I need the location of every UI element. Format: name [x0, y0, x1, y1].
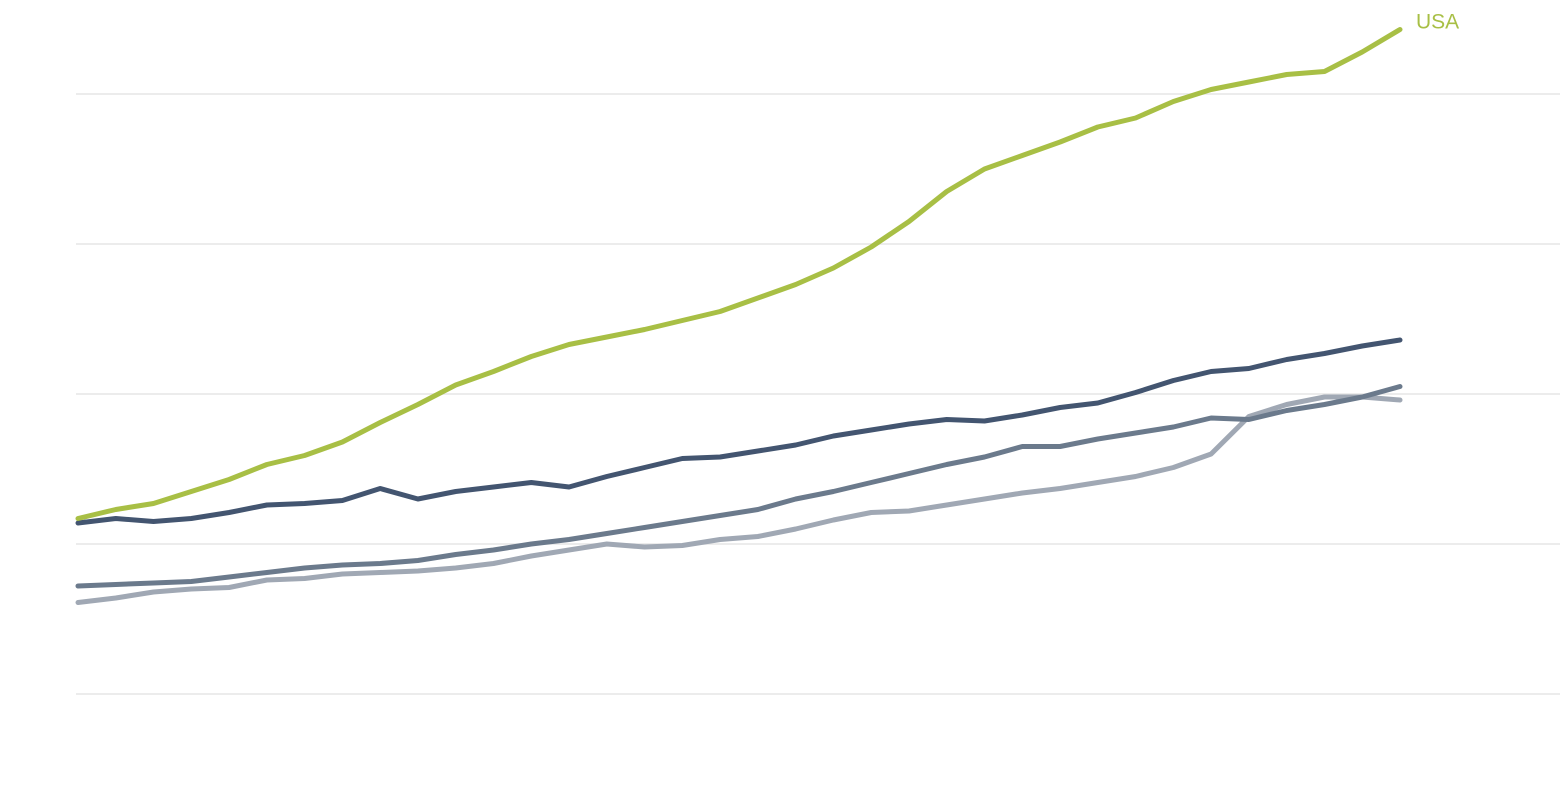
series-line-2 — [75, 337, 1403, 526]
series-line-usa — [75, 27, 1403, 521]
series-line-3 — [75, 384, 1403, 589]
series-labels: USA — [1416, 11, 1459, 34]
gridlines — [76, 93, 1560, 695]
series-label-usa: USA — [1416, 11, 1459, 34]
series-lines — [75, 27, 1403, 605]
series-line-4 — [75, 394, 1403, 605]
